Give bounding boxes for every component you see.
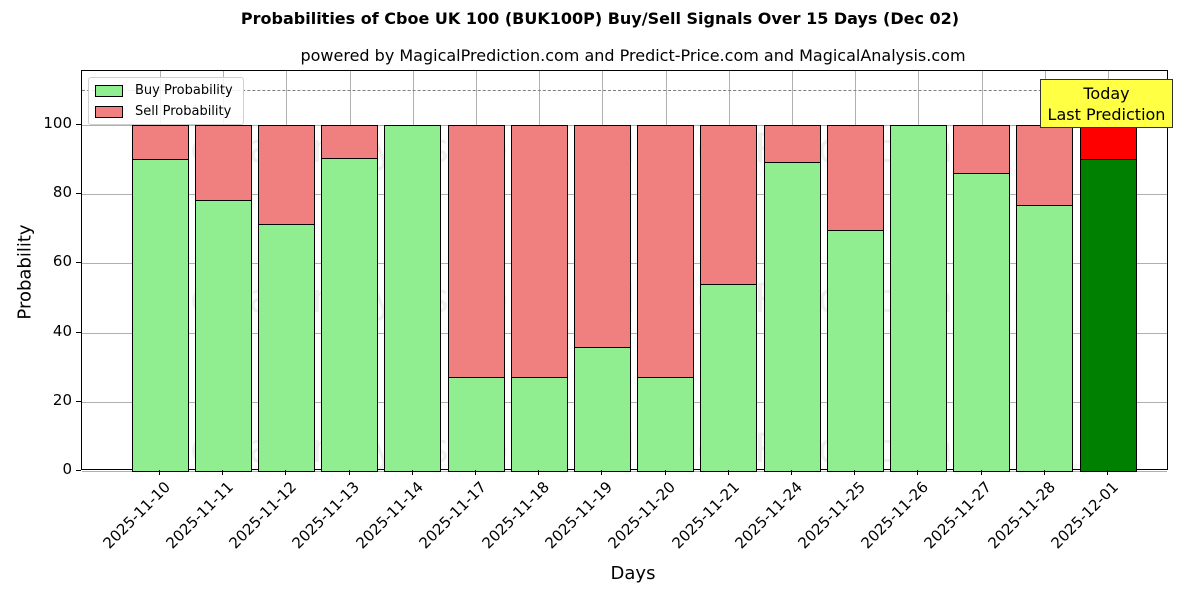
x-tick-label: 2025-11-21 bbox=[668, 478, 743, 553]
buy-bar bbox=[257, 223, 315, 472]
legend-sell-label: Sell Probability bbox=[135, 104, 232, 119]
x-tick-label: 2025-11-13 bbox=[288, 478, 364, 553]
x-tick-label: 2025-11-26 bbox=[857, 478, 933, 553]
x-tick-label: 2025-11-20 bbox=[604, 478, 680, 553]
buy-bar bbox=[763, 162, 821, 472]
y-tick-label: 20 bbox=[52, 390, 72, 409]
x-tick-mark bbox=[601, 470, 603, 475]
y-tick-mark bbox=[76, 262, 81, 264]
y-tick-label: 100 bbox=[43, 114, 72, 132]
x-tick-mark bbox=[285, 470, 287, 475]
chart-subtitle: powered by MagicalPrediction.com and Pre… bbox=[300, 46, 966, 65]
x-tick-label: 2025-11-10 bbox=[99, 478, 174, 553]
buy-bar bbox=[889, 125, 947, 472]
buy-bar bbox=[194, 200, 252, 472]
legend-buy-label: Buy Probability bbox=[135, 83, 233, 98]
buy-swatch-icon bbox=[95, 84, 123, 97]
y-tick-mark bbox=[76, 331, 81, 333]
sell-bar bbox=[763, 125, 821, 164]
legend: Buy Probability Sell Probability bbox=[88, 77, 244, 125]
x-tick-mark bbox=[475, 470, 476, 475]
y-tick-label: 60 bbox=[52, 252, 72, 271]
y-tick-mark bbox=[76, 193, 81, 195]
today-annotation: Today Last Prediction bbox=[1040, 79, 1173, 128]
x-tick-label: 2025-11-17 bbox=[415, 478, 490, 553]
y-tick-mark bbox=[76, 124, 81, 125]
reference-line bbox=[82, 90, 1167, 92]
y-tick-mark bbox=[76, 470, 81, 471]
y-axis-title: Probability bbox=[14, 224, 36, 320]
y-tick-label: 80 bbox=[52, 183, 72, 202]
buy-bar bbox=[953, 173, 1011, 472]
x-axis-title: Days bbox=[610, 563, 656, 584]
x-tick-label: 2025-11-18 bbox=[478, 478, 553, 553]
sell-bar bbox=[131, 125, 189, 160]
x-tick-label: 2025-11-12 bbox=[225, 478, 301, 553]
legend-item-sell: Sell Probability bbox=[95, 104, 231, 119]
x-tick-mark bbox=[1107, 470, 1108, 475]
sell-bar bbox=[1079, 125, 1137, 160]
chart-title: Probabilities of Cboe UK 100 (BUK100P) B… bbox=[240, 9, 960, 28]
annotation-line-1: Today bbox=[1083, 84, 1130, 103]
x-tick-label: 2025-11-11 bbox=[162, 478, 237, 553]
buy-bar bbox=[131, 158, 189, 472]
legend-item-buy: Buy Probability bbox=[95, 83, 233, 98]
x-tick-label: 2025-11-27 bbox=[920, 478, 996, 553]
x-tick-mark bbox=[538, 470, 540, 475]
x-tick-mark bbox=[159, 470, 160, 475]
x-tick-label: 2025-11-19 bbox=[541, 478, 617, 553]
sell-swatch-icon bbox=[95, 105, 123, 118]
y-tick-label: 0 bbox=[62, 460, 72, 478]
buy-bar bbox=[826, 230, 884, 472]
sell-bar bbox=[953, 125, 1011, 175]
x-tick-mark bbox=[854, 470, 856, 475]
buy-bar bbox=[510, 376, 568, 472]
x-tick-mark bbox=[411, 470, 413, 475]
sell-bar bbox=[700, 125, 758, 286]
sell-bar bbox=[637, 125, 695, 378]
sell-bar bbox=[1016, 125, 1074, 206]
x-tick-label: 2025-11-24 bbox=[731, 478, 806, 553]
y-tick-mark bbox=[76, 400, 81, 402]
y-tick-label: 40 bbox=[52, 321, 72, 340]
sell-bar bbox=[257, 125, 315, 225]
sell-bar bbox=[447, 125, 505, 378]
x-tick-mark bbox=[1043, 470, 1045, 475]
x-tick-mark bbox=[664, 470, 666, 475]
buy-bar bbox=[1016, 204, 1074, 472]
x-tick-label: 2025-11-25 bbox=[794, 478, 869, 553]
x-tick-mark bbox=[727, 470, 729, 475]
buy-bar bbox=[447, 376, 505, 472]
sell-bar bbox=[194, 125, 252, 202]
sell-bar bbox=[321, 125, 379, 159]
x-tick-mark bbox=[348, 470, 350, 475]
sell-bar bbox=[573, 125, 631, 349]
sell-bar bbox=[510, 125, 568, 378]
x-tick-label: 2025-11-28 bbox=[984, 478, 1059, 553]
buy-bar bbox=[637, 376, 695, 472]
x-tick-label: 2025-12-01 bbox=[1047, 478, 1122, 553]
plot-area: MagicalAnalysis.comMagicalPrediction.com… bbox=[81, 70, 1168, 472]
x-tick-label: 2025-11-14 bbox=[352, 478, 427, 553]
buy-bar bbox=[573, 347, 631, 472]
x-tick-mark bbox=[791, 470, 792, 475]
buy-bar bbox=[321, 157, 379, 472]
buy-bar bbox=[384, 125, 442, 472]
x-tick-mark bbox=[222, 470, 224, 475]
buy-bar bbox=[1079, 158, 1137, 472]
x-tick-mark bbox=[980, 470, 982, 475]
x-tick-mark bbox=[917, 470, 919, 475]
sell-bar bbox=[826, 125, 884, 232]
annotation-line-2: Last Prediction bbox=[1047, 105, 1166, 124]
buy-bar bbox=[700, 284, 758, 472]
